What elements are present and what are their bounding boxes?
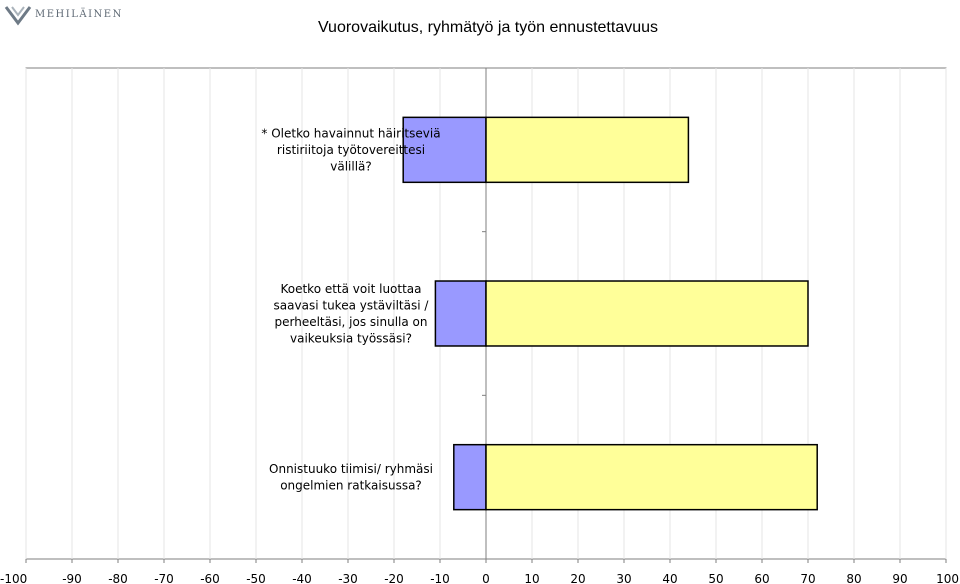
x-tick-label: -40 <box>292 572 312 584</box>
category-label: saavasi tukea ystäviltäsi / <box>274 298 430 312</box>
x-tick-label: 30 <box>616 572 631 584</box>
x-tick-label: -10 <box>430 572 450 584</box>
x-tick-label: 80 <box>846 572 861 584</box>
x-axis-ticks: -100 -90 -80 -70 -60 -50 -40 -30 -20 -10 0 10 20 30 40… <box>0 559 959 584</box>
x-tick-label: -90 <box>62 572 82 584</box>
x-tick-label: -60 <box>200 572 220 584</box>
x-tick-label: 0 <box>482 572 490 584</box>
brand-name: MEHILÄINEN <box>35 9 123 20</box>
x-tick-label: -100 <box>0 572 27 584</box>
category-label: ristiriitoja työtovereittesi <box>277 143 425 157</box>
x-tick-label: -80 <box>108 572 128 584</box>
category-labels: * Oletko havainnut häiritseviä ristiriito… <box>261 126 440 492</box>
bar-series-2 <box>485 280 809 347</box>
category-label: välillä? <box>330 159 372 173</box>
category-label: * Oletko havainnut häiritseviä <box>261 126 440 140</box>
x-tick-label: 20 <box>570 572 585 584</box>
x-tick-label: -30 <box>338 572 358 584</box>
x-tick-label: 40 <box>662 572 677 584</box>
x-tick-label: 50 <box>708 572 723 584</box>
x-tick-label: 60 <box>754 572 769 584</box>
category-label: Onnistuuko tiimisi/ ryhmäsi <box>269 462 433 476</box>
bars <box>402 116 818 511</box>
bar-series-1 <box>453 443 487 511</box>
x-tick-label: 100 <box>936 572 959 584</box>
x-tick-label: -50 <box>246 572 266 584</box>
bar-series-2 <box>485 116 690 184</box>
x-tick-label: -70 <box>154 572 174 584</box>
x-tick-label: 10 <box>524 572 539 584</box>
brand-logo <box>4 6 32 26</box>
x-tick-label: 90 <box>892 572 907 584</box>
bar-series-1 <box>434 280 487 347</box>
x-tick-label: -20 <box>384 572 404 584</box>
category-label: ongelmien ratkaisussa? <box>280 478 422 492</box>
category-label: vaikeuksia työssäsi? <box>290 331 412 345</box>
chart-title: Vuorovaikutus, ryhmätyö ja työn ennustet… <box>317 19 659 36</box>
x-tick-label: 70 <box>800 572 815 584</box>
bee-icon <box>4 6 32 26</box>
bar-series-2 <box>485 443 818 511</box>
category-label: Koetko että voit luottaa <box>280 282 421 296</box>
category-label: perheeltäsi, jos sinulla on <box>274 315 427 329</box>
